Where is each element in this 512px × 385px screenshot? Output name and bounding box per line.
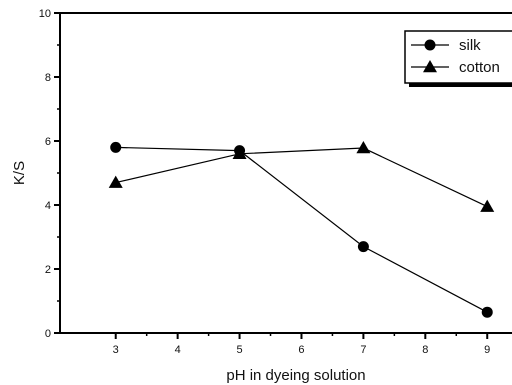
x-tick-label: 5: [236, 344, 242, 356]
y-axis-title: K/S: [11, 161, 28, 185]
y-tick-label: 6: [45, 136, 51, 148]
legend-marker-cotton: [423, 60, 437, 73]
legend: silk cotton: [404, 30, 512, 87]
series-line-silk: [115, 146, 488, 313]
series-layer: [108, 141, 495, 318]
series-cotton: [108, 141, 495, 212]
y-tick-label: 2: [45, 264, 51, 276]
x-tick-label: 9: [484, 344, 490, 356]
data-point-silk: [110, 141, 122, 153]
x-tick-label: 7: [360, 344, 366, 356]
y-tick-label: 0: [45, 328, 51, 340]
data-point-silk: [357, 241, 369, 253]
y-tick-label: 10: [39, 8, 51, 20]
x-tick-label: 6: [298, 344, 304, 356]
legend-label-silk: silk: [459, 37, 481, 54]
series-line-cotton: [115, 147, 488, 208]
legend-label-cotton: cotton: [459, 59, 500, 76]
x-axis-title: pH in dyeing solution: [226, 367, 365, 384]
x-tick-label: 4: [175, 344, 181, 356]
legend-marker-silk: [424, 39, 436, 51]
data-point-silk: [481, 306, 493, 318]
data-point-cotton: [356, 141, 371, 154]
y-tick-label: 4: [45, 200, 51, 212]
y-tick-label: 8: [45, 72, 51, 84]
legend-box: [404, 30, 512, 84]
x-tick-label: 8: [422, 344, 428, 356]
x-axis: 3 4 5 6 7 8 9: [113, 333, 490, 356]
x-tick-label: 3: [113, 344, 119, 356]
y-axis: 0 2 4 6 8 10: [39, 8, 60, 340]
data-point-cotton: [108, 175, 123, 188]
data-point-cotton: [232, 146, 247, 160]
data-point-cotton: [480, 199, 495, 212]
